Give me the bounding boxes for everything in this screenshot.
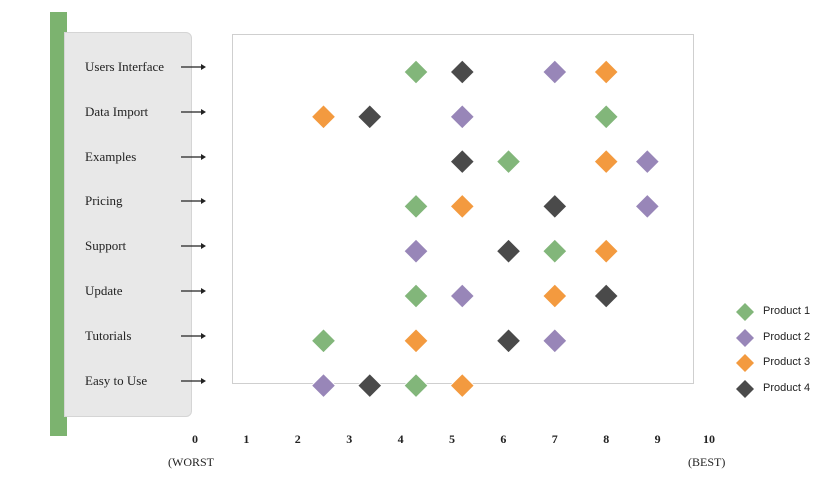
category-label: Examples [85,148,137,164]
marker-product-4 [495,328,522,354]
accent-bar [50,12,67,436]
legend-diamond-icon [736,328,754,347]
marker-product-1 [403,283,429,309]
marker-product-1 [403,372,429,399]
marker-product-3 [310,104,337,130]
legend-diamond-icon [736,354,754,372]
arrow-right-icon [181,377,206,384]
x-tick-label: 6 [500,432,507,446]
x-end-label: (BEST) [688,455,726,469]
arrow-right-icon [181,332,206,339]
marker-product-2 [634,193,661,220]
category-label: Support [85,238,127,254]
arrow-right-icon [181,153,206,160]
marker-product-2 [449,283,475,309]
x-start-label: (WORST [168,455,214,469]
legend-diamond-icon [736,303,754,321]
x-tick-label: 10 [703,432,715,446]
marker-product-3 [593,238,619,264]
marker-product-2 [449,104,475,130]
marker-product-3 [449,372,475,399]
x-tick-label: 3 [346,432,353,446]
arrow-right-icon [181,108,206,115]
marker-product-2 [542,328,568,354]
marker-product-1 [593,104,619,130]
marker-product-4 [449,148,475,175]
legend-label: Product 3 [763,356,811,368]
marker-product-3 [542,283,568,309]
marker-product-4 [542,193,568,220]
marker-product-3 [403,328,429,354]
marker-product-2 [310,372,337,399]
arrow-right-icon [181,64,206,70]
marker-product-1 [403,59,429,85]
marker-product-3 [593,59,619,85]
legend-label: Product 2 [763,330,811,343]
marker-product-4 [495,238,522,264]
marker-product-4 [357,104,383,130]
marker-product-2 [542,59,568,85]
marker-product-4 [357,372,383,399]
x-tick-label: 0 [192,432,198,446]
marker-product-1 [495,148,522,175]
category-panel [64,32,192,417]
x-tick-label: 9 [654,432,661,446]
x-tick-label: 7 [551,432,558,446]
category-label: Easy to Use [85,372,148,388]
arrow-right-icon [181,288,206,294]
category-label: Pricing [85,193,123,209]
marker-product-4 [449,59,475,85]
category-label: Data Import [85,103,149,119]
marker-product-3 [593,148,619,175]
x-tick-label: 5 [449,432,455,446]
category-label: Users Interface [85,59,165,74]
x-tick-label: 8 [603,432,610,446]
arrow-right-icon [181,243,206,250]
legend-label: Product 4 [763,381,811,394]
x-tick-label: 2 [294,432,301,446]
x-tick-label: 4 [397,432,404,446]
category-label: Tutorials [85,327,132,343]
legend-diamond-icon [736,379,754,398]
category-label: Update [85,283,123,298]
marker-product-2 [634,148,661,175]
marker-product-4 [593,283,619,309]
legend-label: Product 1 [763,305,811,317]
marker-product-1 [310,328,337,354]
arrow-right-icon [181,198,206,205]
marker-product-1 [403,193,429,220]
marker-product-3 [449,193,475,220]
marker-product-2 [403,238,429,264]
x-tick-label: 1 [243,432,250,446]
marker-product-1 [542,238,568,264]
